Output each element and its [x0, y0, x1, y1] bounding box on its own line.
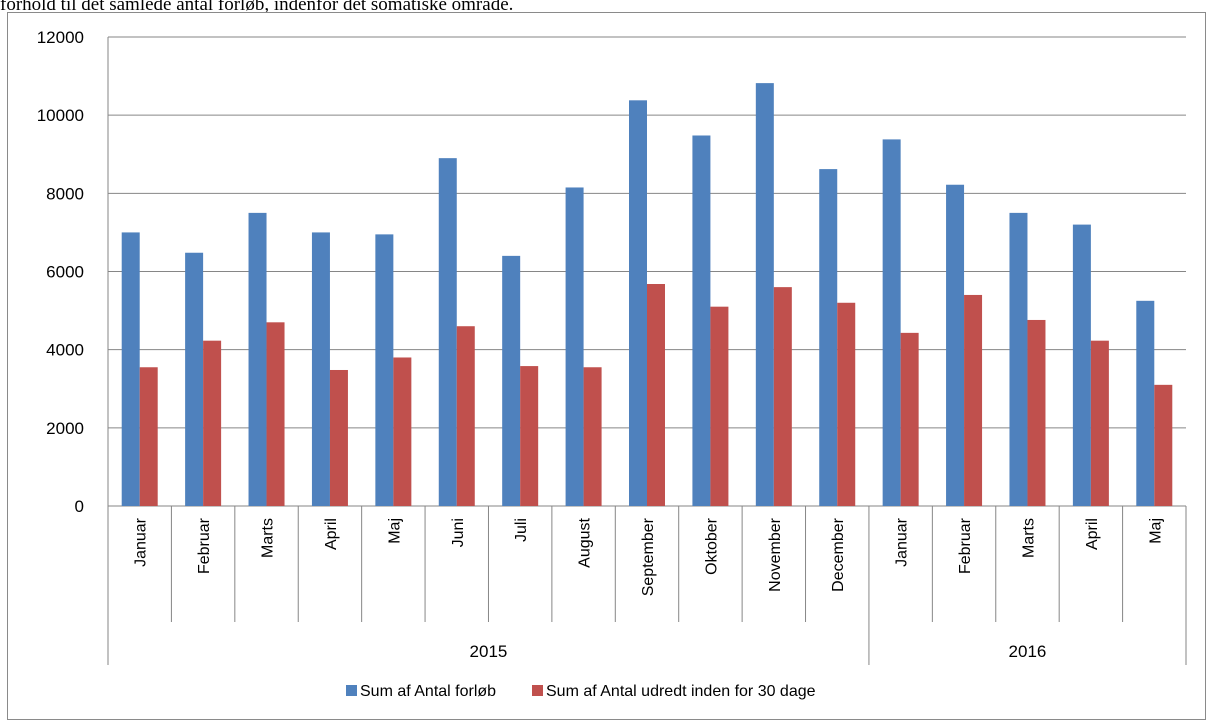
legend-label: Sum af Antal forløb — [360, 683, 496, 700]
bar — [311, 232, 330, 506]
x-tick-label: Juni — [450, 518, 467, 547]
y-tick-label: 6000 — [46, 263, 84, 282]
x-tick-label: Juli — [513, 518, 530, 542]
bar — [692, 135, 711, 507]
x-tick-label: Maj — [1147, 518, 1164, 544]
bar — [139, 367, 158, 506]
bar — [1136, 300, 1155, 506]
bar — [248, 212, 267, 506]
x-tick-label: September — [640, 517, 657, 596]
chart-frame — [7, 12, 1206, 720]
x-tick-label: Februar — [196, 517, 213, 574]
y-tick-label: 10000 — [37, 106, 84, 125]
bar — [1027, 319, 1046, 506]
x-tick-label: Marts — [260, 518, 277, 558]
bar — [1154, 384, 1173, 506]
x-tick-label: Januar — [894, 517, 911, 567]
y-axis: 0 2000 4000 6000 8000 10000 12000 — [37, 28, 109, 516]
legend-swatch — [346, 685, 357, 696]
legend-swatch — [532, 685, 543, 696]
y-tick-label: 4000 — [46, 341, 84, 360]
bar — [946, 184, 965, 507]
y-tick-label: 0 — [75, 497, 84, 516]
bar — [819, 169, 838, 506]
x-tick-label: April — [1084, 518, 1101, 550]
x-tick-label: November — [767, 517, 784, 591]
bar — [755, 83, 774, 506]
bar — [375, 234, 394, 506]
bar — [502, 255, 521, 506]
y-tick-label: 12000 — [37, 28, 84, 47]
bar — [565, 187, 584, 507]
bar — [882, 139, 901, 507]
figure-caption: forhold til det samlede antal forløb, in… — [0, 0, 514, 15]
bar — [121, 232, 140, 506]
bar — [773, 287, 792, 506]
x-tick-label: Oktober — [703, 517, 720, 575]
bar — [185, 252, 204, 506]
bar — [1090, 340, 1109, 506]
x-tick-label: December — [830, 517, 847, 591]
bar — [964, 294, 983, 506]
bar — [520, 366, 539, 506]
x-group-label: 2015 — [470, 642, 508, 661]
x-group-label: 2016 — [1009, 642, 1047, 661]
bar — [583, 367, 602, 506]
x-tick-label: Februar — [957, 517, 974, 574]
bar — [837, 302, 856, 506]
bar — [1072, 224, 1091, 506]
bar — [1009, 212, 1028, 506]
bars — [121, 83, 1173, 507]
x-tick-label: August — [577, 517, 594, 567]
bar — [629, 100, 647, 506]
bar — [900, 332, 919, 506]
x-tick-label: Maj — [386, 518, 403, 544]
bar — [438, 158, 457, 507]
y-tick-label: 2000 — [46, 419, 84, 438]
y-tick-label: 8000 — [46, 184, 84, 203]
bar — [456, 326, 475, 506]
x-axis: Januar Februar Marts April Maj Juni Juli August… — [107, 506, 1187, 665]
x-tick-label: Januar — [133, 517, 150, 567]
bar — [203, 340, 222, 506]
legend-label: Sum af Antal udredt inden for 30 dage — [546, 683, 816, 700]
bar — [266, 322, 285, 506]
x-tick-label: April — [323, 518, 340, 550]
bar — [329, 369, 348, 506]
bar — [710, 306, 729, 506]
bar — [647, 284, 665, 506]
x-tick-label: Marts — [1020, 518, 1037, 558]
legend: Sum af Antal forløb Sum af Antal udredt i… — [346, 683, 816, 700]
bar — [393, 357, 412, 506]
